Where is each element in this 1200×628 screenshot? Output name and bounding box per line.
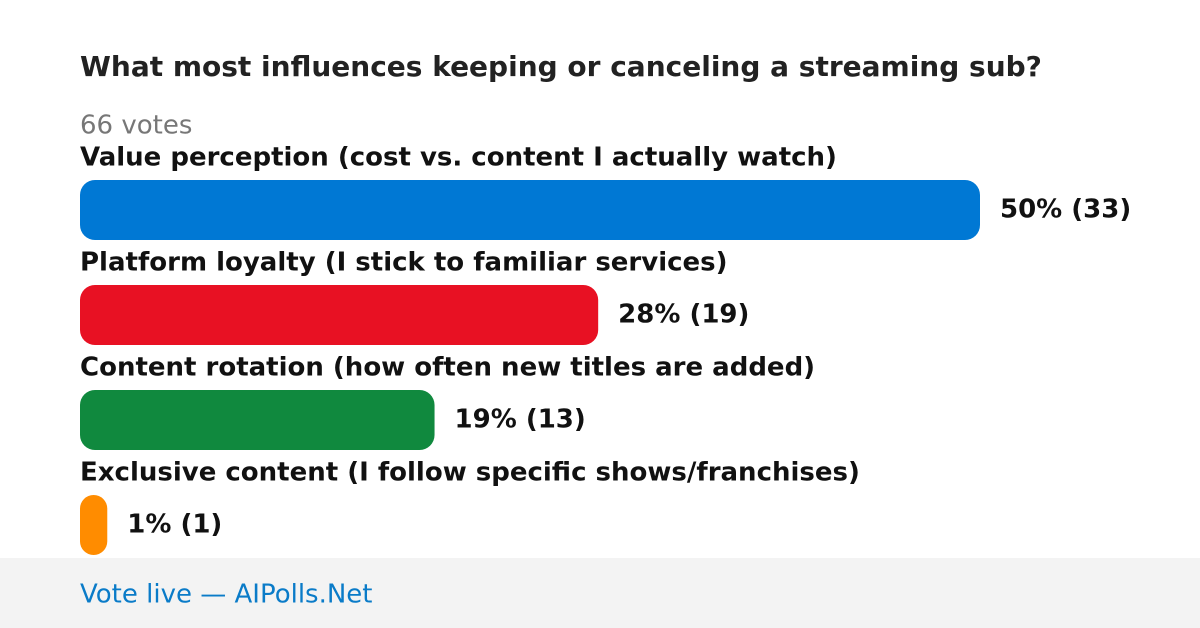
bar bbox=[80, 180, 980, 240]
option-label: Value perception (cost vs. content I act… bbox=[80, 143, 837, 173]
option-label: Content rotation (how often new titles a… bbox=[80, 353, 815, 383]
footer-bar bbox=[0, 558, 1200, 628]
footer-link[interactable]: Vote live — AIPolls.Net bbox=[80, 580, 373, 610]
value-label: 1% (1) bbox=[127, 510, 222, 540]
value-label: 19% (13) bbox=[455, 405, 586, 435]
option-label: Exclusive content (I follow specific sho… bbox=[80, 458, 860, 488]
bar bbox=[80, 285, 599, 345]
bar bbox=[80, 390, 435, 450]
option-label: Platform loyalty (I stick to familiar se… bbox=[80, 248, 728, 278]
vote-count: 66 votes bbox=[80, 111, 192, 141]
value-label: 50% (33) bbox=[1000, 195, 1131, 225]
chart-title: What most influences keeping or cancelin… bbox=[80, 50, 1042, 83]
bar bbox=[80, 495, 108, 555]
value-label: 28% (19) bbox=[618, 300, 749, 330]
